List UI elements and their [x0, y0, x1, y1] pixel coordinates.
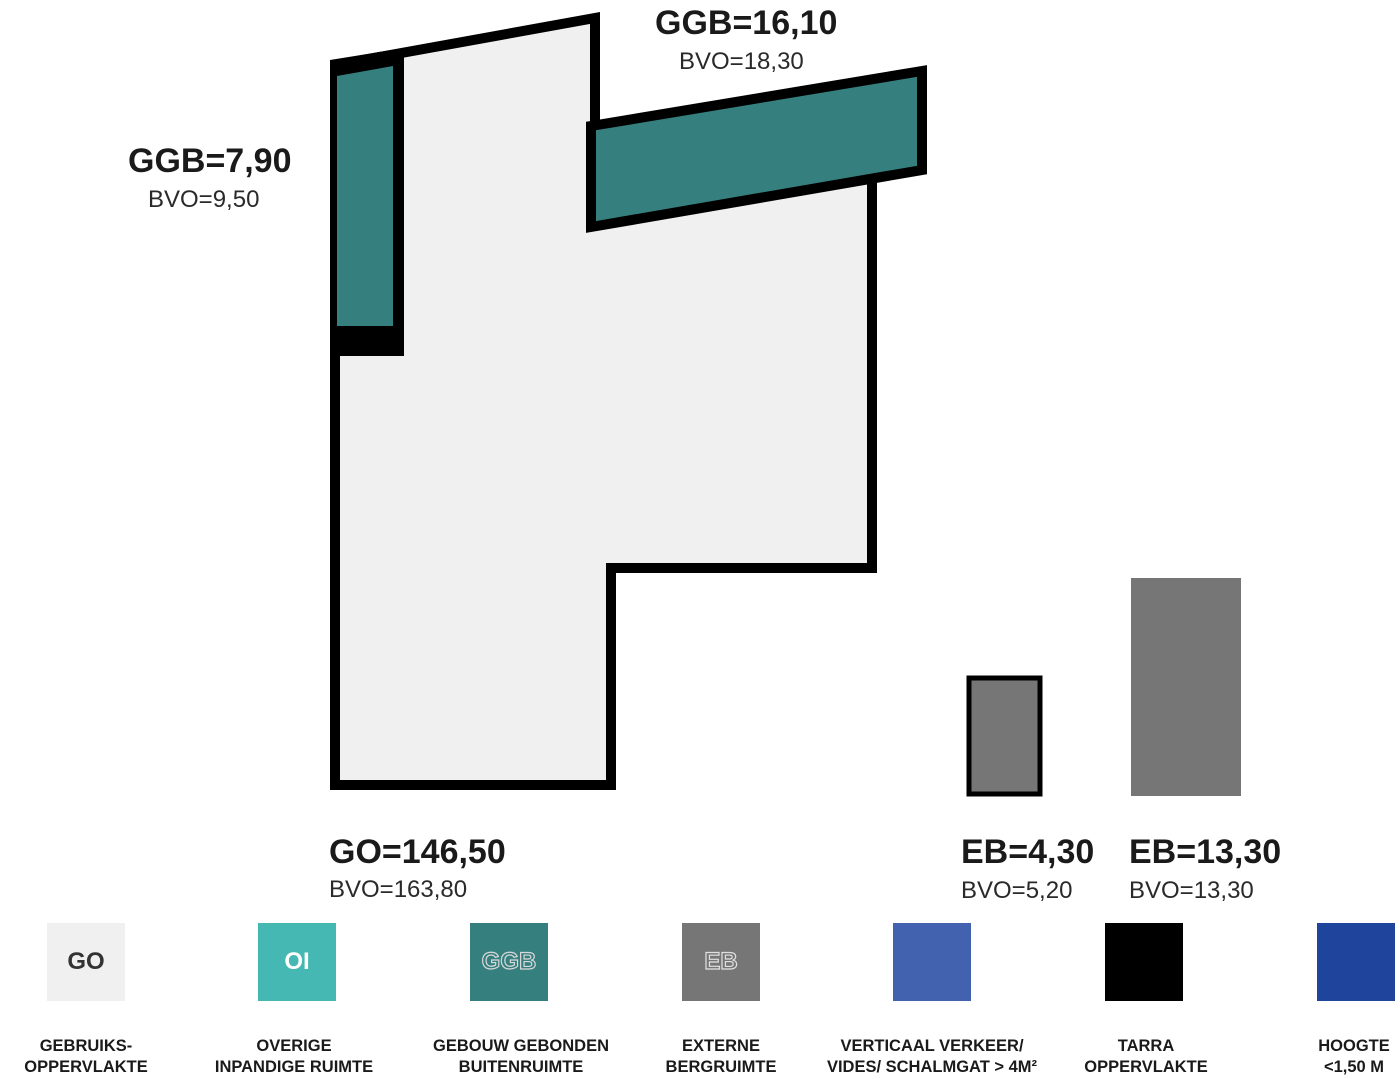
legend-line2: OPPERVLAKTE: [24, 1058, 148, 1076]
legend-swatch-hoogte: [1317, 923, 1395, 1001]
legend-line1: EXTERNE: [682, 1037, 760, 1055]
ggb-left-bvo: BVO=9,50: [148, 186, 260, 213]
legend-swatch-ggb: GGB: [470, 923, 548, 1001]
legend-code-ggb: GGB: [481, 947, 537, 975]
legend-line1: HOOGTE: [1318, 1037, 1390, 1055]
eb-small-label: EB=4,30: [961, 833, 1095, 871]
legend-item-hoogte: HOOGTE <1,50 M: [1160, 923, 1400, 1079]
ggb-top-area: [586, 65, 927, 233]
eb-small-area: [966, 675, 1043, 797]
legend-item-eb: EB EXTERNE BERGRUIMTE: [601, 923, 841, 1079]
legend-line2: <1,50 M: [1323, 1058, 1385, 1076]
legend-item-ggb: GGB GEBOUW GEBONDEN BUITENRUIMTE: [401, 923, 641, 1079]
go-area: [330, 12, 877, 790]
legend-line2: OPPERVLAKTE: [1084, 1058, 1208, 1076]
legend-text-verkeer: VERTICAAL VERKEER/ VIDES/ SCHALMGAT > 4M…: [812, 1036, 1052, 1078]
ggb-top-bvo: BVO=18,30: [679, 48, 804, 75]
ggb-top-label: GGB=16,10: [655, 4, 838, 42]
legend-text-oi: OVERIGE INPANDIGE RUIMTE: [174, 1036, 414, 1078]
legend-line1: TARRA: [1117, 1037, 1175, 1055]
go-bvo: BVO=163,80: [329, 876, 468, 903]
legend-code-oi: OI: [284, 948, 310, 975]
legend-item-oi: OI OVERIGE INPANDIGE RUIMTE: [174, 923, 414, 1079]
legend-swatch-tarra: [1105, 923, 1183, 1001]
legend-code-eb: EB: [704, 947, 739, 975]
ggb-left-label: GGB=7,90: [128, 142, 292, 180]
legend-line1: VERTICAAL VERKEER/: [840, 1037, 1024, 1055]
legend-line1: OVERIGE: [256, 1037, 332, 1055]
legend-line1: GEBRUIKS-: [39, 1037, 133, 1055]
eb-small-bvo: BVO=5,20: [961, 877, 1073, 904]
eb-large-area: [1131, 578, 1241, 796]
legend-line2: VIDES/ SCHALMGAT > 4M²: [826, 1058, 1038, 1076]
legend-swatch-go: GO: [47, 923, 125, 1001]
legend-text-go: GEBRUIKS- OPPERVLAKTE: [0, 1036, 206, 1078]
legend-text-eb: EXTERNE BERGRUIMTE: [601, 1036, 841, 1078]
legend-text-hoogte: HOOGTE <1,50 M: [1294, 1036, 1400, 1078]
legend-line2: BUITENRUIMTE: [458, 1058, 584, 1076]
legend-item-tarra: TARRA OPPERVLAKTE: [1026, 923, 1266, 1079]
eb-large-bvo: BVO=13,30: [1129, 877, 1254, 904]
legend-swatch-eb: EB: [682, 923, 760, 1001]
legend-text-ggb: GEBOUW GEBONDEN BUITENRUIMTE: [401, 1036, 641, 1078]
legend-code-go: GO: [67, 948, 105, 975]
legend-item-go: GO GEBRUIKS- OPPERVLAKTE: [0, 923, 206, 1079]
legend-swatch-verkeer: [893, 923, 971, 1001]
go-label: GO=146,50: [329, 833, 506, 871]
legend-text-tarra: TARRA OPPERVLAKTE: [1026, 1036, 1266, 1078]
legend-item-verkeer: VERTICAAL VERKEER/ VIDES/ SCHALMGAT > 4M…: [812, 923, 1052, 1079]
legend-line1: GEBOUW GEBONDEN: [432, 1037, 609, 1055]
legend-line2: INPANDIGE RUIMTE: [214, 1058, 374, 1076]
legend-swatch-oi: OI: [258, 923, 336, 1001]
eb-large-label: EB=13,30: [1129, 833, 1282, 871]
legend-line2: BERGRUIMTE: [665, 1058, 777, 1076]
ggb-left-area: [337, 66, 393, 326]
